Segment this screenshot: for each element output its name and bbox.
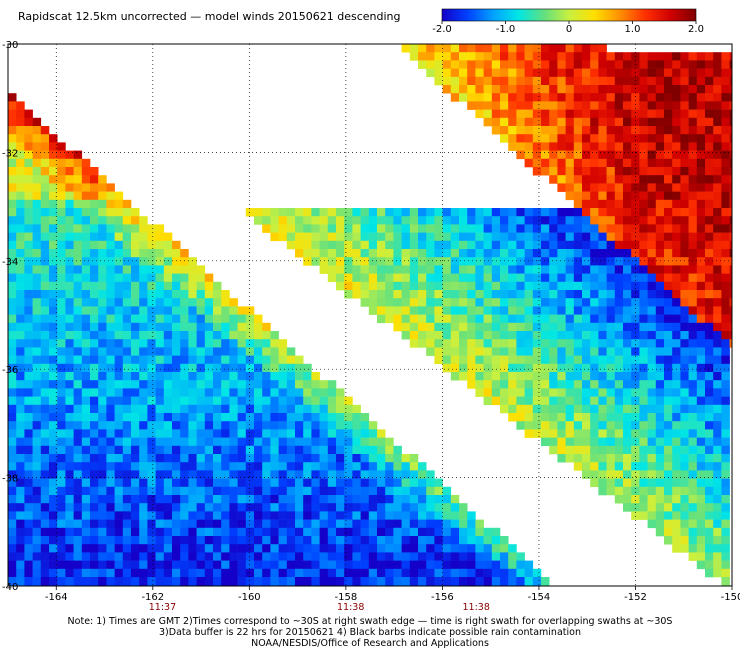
swath-times: 11:37 11:38 11:38 — [149, 602, 490, 610]
axis-ticks: -164 -162 -160 -158 -156 -154 -152 -150 -30 -32 -3… — [2, 40, 740, 603]
colorbar-tick-label: -1.0 — [496, 24, 516, 35]
map-frame — [7, 43, 733, 587]
colorbar: -2.0 -1.0 0 1.0 2.0 — [432, 8, 704, 35]
lat-tick-label: -34 — [2, 257, 18, 268]
lon-tick-label: -154 — [528, 592, 551, 603]
lat-lon-grid — [8, 44, 732, 586]
colorbar-tick-label: 0 — [566, 24, 572, 35]
swath-time-label: 11:37 — [149, 602, 176, 610]
wind-difference-map: -2.0 -1.0 0 1.0 2.0 -164 -162 -160 -158 -156 -154… — [2, 8, 740, 610]
colorbar-tick-label: 2.0 — [688, 24, 704, 35]
wind-difference-field — [8, 44, 732, 586]
lat-tick-label: -36 — [2, 365, 18, 376]
lon-tick-label: -158 — [335, 592, 358, 603]
note-line-1: Note: 1) Times are GMT 2)Times correspon… — [67, 616, 673, 627]
lat-tick-label: -32 — [2, 148, 18, 159]
colorbar-scale — [441, 8, 697, 22]
swath-time-label: 11:38 — [337, 602, 364, 610]
colorbar-tick-label: -2.0 — [432, 24, 452, 35]
lon-tick-label: -152 — [624, 592, 647, 603]
lon-tick-label: -156 — [431, 592, 454, 603]
note-line-3: NOAA/NESDIS/Office of Research and Appli… — [251, 638, 489, 649]
lat-tick-label: -40 — [2, 582, 18, 593]
colorbar-tick-label: 1.0 — [625, 24, 641, 35]
lat-tick-label: -30 — [2, 40, 18, 51]
note-line-2: 3)Data buffer is 22 hrs for 20150621 4) … — [159, 627, 581, 638]
swath-time-label: 11:38 — [462, 602, 489, 610]
lon-tick-label: -162 — [141, 592, 164, 603]
lat-tick-label: -38 — [2, 474, 18, 485]
lon-tick-label: -164 — [45, 592, 68, 603]
lon-tick-label: -160 — [238, 592, 261, 603]
map-title: Rapidscat 12.5km uncorrected — model win… — [18, 10, 401, 23]
lon-tick-label: -150 — [721, 592, 740, 603]
